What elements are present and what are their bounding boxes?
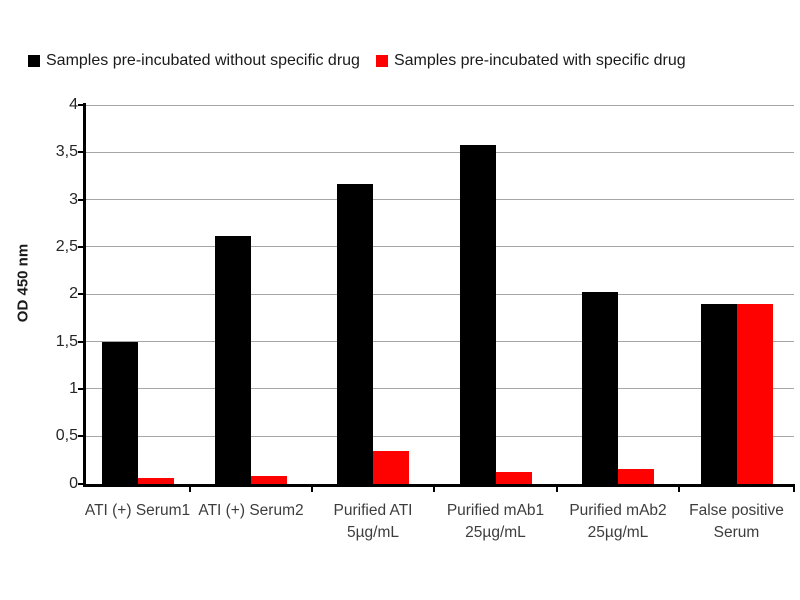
x-category-label-line: 25µg/mL <box>465 524 526 541</box>
bar-without-drug <box>215 235 251 485</box>
x-category-label: ATI (+) Serum1 <box>72 500 204 522</box>
y-axis-line <box>83 103 86 487</box>
legend-item-with-drug: Samples pre-incubated with specific drug <box>375 52 686 70</box>
x-category-label: Purified mAb1 25µg/mL <box>430 500 562 544</box>
y-tick-mark <box>78 245 85 248</box>
x-tick-mark <box>433 485 435 492</box>
y-tick-label: 0,5 <box>55 427 78 445</box>
x-category-label-line: ATI (+) Serum2 <box>198 502 304 519</box>
bar-without-drug <box>337 184 373 485</box>
y-tick-label: 3 <box>69 190 78 208</box>
gridline <box>85 293 794 295</box>
x-axis-line <box>83 483 795 487</box>
legend-label-without-drug: Samples pre-incubated without specific d… <box>46 52 360 69</box>
x-category-label-line: ATI (+) Serum1 <box>84 502 191 519</box>
x-category-label-line: False positive <box>689 502 784 519</box>
legend-item-without-drug: Samples pre-incubated without specific d… <box>28 52 360 70</box>
y-tick-label: 1,5 <box>55 332 78 350</box>
y-tick-label: 2 <box>69 285 78 303</box>
gridline <box>85 388 794 390</box>
x-category-label-line: Purified ATI <box>333 502 413 519</box>
y-axis-title-text: OD 450 nm <box>14 243 32 323</box>
legend-swatch-black-icon <box>28 55 40 67</box>
y-tick-mark <box>78 340 85 343</box>
bar-with-drug <box>495 472 532 485</box>
bar-without-drug <box>459 144 496 485</box>
x-category-label: ATI (+) Serum2 <box>185 500 317 522</box>
bar-with-drug <box>618 469 654 485</box>
bar-with-drug <box>137 477 174 485</box>
x-tick-mark <box>189 485 191 492</box>
x-category-label-line: Serum <box>713 524 760 541</box>
x-category-label-line: Purified mAb2 <box>569 502 667 519</box>
x-tick-mark <box>793 485 795 492</box>
gridline <box>85 151 794 153</box>
x-category-label: Purified mAb2 25µg/mL <box>552 500 684 544</box>
legend-label-with-drug: Samples pre-incubated with specific drug <box>393 52 686 69</box>
x-tick-mark <box>556 485 558 492</box>
y-tick-mark <box>78 151 85 154</box>
y-tick-mark <box>78 198 85 201</box>
y-tick-label: 4 <box>69 96 78 113</box>
y-tick-mark <box>78 387 85 390</box>
bar-with-drug <box>251 475 287 485</box>
bar-without-drug <box>582 292 618 485</box>
y-tick-mark <box>78 293 85 296</box>
x-category-label-line: 5µg/mL <box>346 524 399 541</box>
bar-without-drug <box>700 303 737 485</box>
x-category-label: Purified ATI 5µg/mL <box>307 500 439 544</box>
bar-with-drug <box>736 303 773 485</box>
y-tick-label: 2,5 <box>55 237 78 255</box>
x-category-label-line: Purified mAb1 <box>446 502 545 519</box>
gridline <box>85 246 794 248</box>
x-category-label: False positive Serum <box>671 500 800 544</box>
x-tick-mark <box>311 485 313 492</box>
gridline <box>85 199 794 201</box>
y-tick-label: 0 <box>69 474 78 492</box>
gridline <box>85 104 794 106</box>
legend-swatch-red-icon <box>375 55 388 67</box>
bar-with-drug <box>373 451 409 485</box>
gridline <box>85 435 794 437</box>
chart-legend: Samples pre-incubated without specific d… <box>28 52 790 70</box>
gridline <box>85 341 794 343</box>
x-category-label-line: 25µg/mL <box>587 524 649 541</box>
y-tick-mark <box>78 482 85 485</box>
x-tick-mark <box>678 485 680 492</box>
bar-without-drug <box>101 341 138 485</box>
y-tick-mark <box>78 435 85 438</box>
y-tick-label: 1 <box>69 379 78 397</box>
y-tick-label: 3,5 <box>55 143 78 161</box>
y-tick-mark <box>78 104 85 106</box>
